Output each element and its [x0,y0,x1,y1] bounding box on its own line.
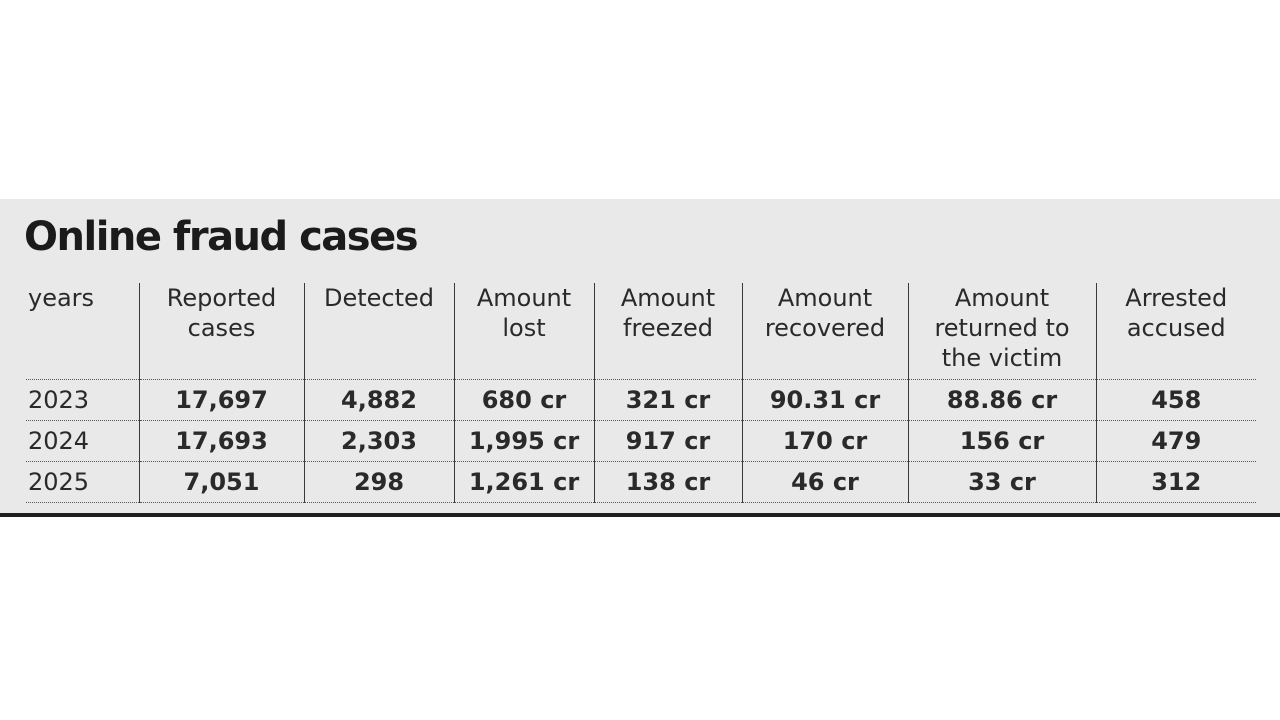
cell-amount-freezed: 138 cr [593,461,742,503]
cell-detected: 4,882 [303,379,454,421]
cell-year: 2025 [26,461,139,503]
cell-amount-recovered: 90.31 cr [741,379,908,421]
cell-arrested-accused: 479 [1095,420,1256,462]
cell-amount-lost: 680 cr [453,379,594,421]
cell-reported-cases: 17,697 [138,379,304,421]
table-row: 2024 17,693 2,303 1,995 cr 917 cr 170 cr… [26,420,1256,462]
cell-arrested-accused: 312 [1095,461,1256,503]
table-row: 2025 7,051 298 1,261 cr 138 cr 46 cr 33 … [26,461,1256,503]
cell-amount-freezed: 917 cr [593,420,742,462]
infographic-panel: Online fraud cases years Reported cases … [0,199,1280,517]
header-amount-freezed: Amount freezed [593,283,742,380]
cell-reported-cases: 17,693 [138,420,304,462]
cell-amount-freezed: 321 cr [593,379,742,421]
header-arrested-accused: Arrested accused [1095,283,1256,380]
cell-arrested-accused: 458 [1095,379,1256,421]
header-reported-cases: Reported cases [138,283,304,380]
header-years: years [26,283,139,380]
cell-year: 2024 [26,420,139,462]
header-amount-recovered: Amount recovered [741,283,908,380]
cell-amount-returned: 156 cr [907,420,1096,462]
table-title: Online fraud cases [24,214,419,260]
fraud-cases-table: years Reported cases Detected Amount los… [26,283,1256,503]
cell-detected: 298 [303,461,454,503]
cell-amount-returned: 88.86 cr [907,379,1096,421]
header-amount-returned: Amount returned to the victim [907,283,1096,380]
header-amount-lost: Amount lost [453,283,594,380]
header-row: years Reported cases Detected Amount los… [26,283,1256,380]
cell-year: 2023 [26,379,139,421]
cell-amount-recovered: 46 cr [741,461,908,503]
header-detected: Detected [303,283,454,380]
cell-amount-lost: 1,261 cr [453,461,594,503]
cell-amount-returned: 33 cr [907,461,1096,503]
cell-amount-recovered: 170 cr [741,420,908,462]
cell-reported-cases: 7,051 [138,461,304,503]
cell-detected: 2,303 [303,420,454,462]
cell-amount-lost: 1,995 cr [453,420,594,462]
table-row: 2023 17,697 4,882 680 cr 321 cr 90.31 cr… [26,379,1256,421]
